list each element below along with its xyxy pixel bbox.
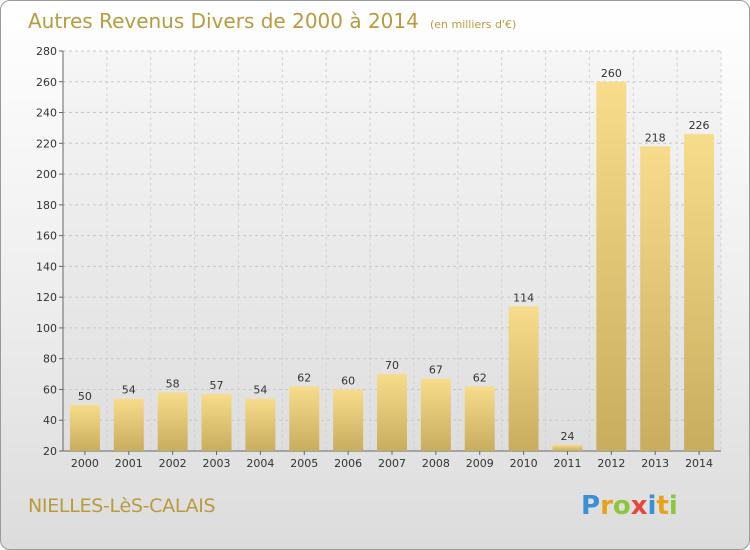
- y-tick-label: 260: [36, 76, 57, 89]
- y-tick-label: 240: [36, 107, 57, 120]
- value-label-2004: 54: [253, 384, 267, 397]
- value-label-2003: 57: [210, 379, 224, 392]
- y-tick-label: 220: [36, 137, 57, 150]
- logo-letter: o: [612, 491, 631, 521]
- bar-2005: [289, 386, 320, 451]
- bar-2003: [201, 394, 232, 451]
- x-tick-label-2005: 2005: [290, 457, 318, 470]
- x-tick-label-2002: 2002: [159, 457, 187, 470]
- x-tick-labels: 2000 2001 2002 2003 2004 2005 2006 2007 2008 2009…: [71, 457, 713, 470]
- y-tick-label: 40: [43, 414, 57, 427]
- value-label-2013: 218: [645, 131, 666, 144]
- x-tick-label-2014: 2014: [685, 457, 713, 470]
- y-tick-label: 60: [43, 383, 57, 396]
- y-tick-label: 140: [36, 260, 57, 273]
- commune-name: NIELLES-LèS-CALAIS: [28, 495, 216, 517]
- bar-2012: [596, 81, 627, 452]
- x-tick-label-2006: 2006: [334, 457, 362, 470]
- x-tick-label-2004: 2004: [246, 457, 274, 470]
- x-tick-label-2003: 2003: [203, 457, 231, 470]
- value-label-2011: 24: [560, 430, 574, 443]
- value-label-2000: 50: [78, 390, 92, 403]
- x-tick-label-2000: 2000: [71, 457, 99, 470]
- bar-2006: [333, 389, 364, 451]
- logo-letter: i: [668, 491, 678, 521]
- x-tick-label-2001: 2001: [115, 457, 143, 470]
- bar-2004: [245, 398, 276, 451]
- x-tick-label-2010: 2010: [510, 457, 538, 470]
- y-tick-labels: 20 40 60 80 100 120 140 160 180 200 220 240 260 280: [36, 45, 57, 458]
- x-tick-label-2009: 2009: [466, 457, 494, 470]
- value-label-2014: 226: [689, 119, 710, 132]
- bar-2010: [508, 306, 539, 451]
- bar-2009: [464, 386, 495, 451]
- value-labels: 50 54 58 57 54 62 60 70 67 62 114 24 260 218 226: [78, 67, 710, 443]
- value-label-2009: 62: [473, 371, 487, 384]
- bar-2007: [377, 374, 407, 451]
- value-label-2012: 260: [601, 67, 622, 80]
- y-tick-label: 180: [36, 199, 57, 212]
- y-tick-label: 200: [36, 168, 57, 181]
- bar-2002: [157, 392, 188, 451]
- value-label-2001: 54: [122, 384, 136, 397]
- chart-title: Autres Revenus Divers de 2000 à 2014 (en…: [28, 9, 516, 33]
- bar-2011: [552, 444, 583, 451]
- y-tick-label: 80: [43, 353, 57, 366]
- logo-letter: r: [600, 491, 613, 521]
- y-tick-label: 120: [36, 291, 57, 304]
- title-main: Autres Revenus Divers de 2000 à 2014: [28, 9, 419, 33]
- logo-letter: i: [647, 491, 657, 521]
- bar-2014: [684, 134, 715, 452]
- value-label-2007: 70: [385, 359, 399, 372]
- value-label-2002: 58: [166, 378, 180, 391]
- bar-2000: [69, 404, 100, 451]
- y-tick-label: 20: [43, 445, 57, 458]
- x-tick-label-2013: 2013: [641, 457, 669, 470]
- logo-letter: x: [630, 491, 648, 521]
- value-label-2006: 60: [341, 374, 355, 387]
- value-label-2005: 62: [297, 371, 311, 384]
- title-unit: (en milliers d'€): [429, 18, 517, 31]
- bar-2001: [113, 398, 144, 451]
- value-label-2010: 114: [513, 291, 534, 304]
- proxiti-logo[interactable]: Proxiti: [581, 491, 678, 521]
- bar-2008: [420, 378, 451, 451]
- y-tick-label: 280: [36, 45, 57, 58]
- value-label-2008: 67: [429, 364, 443, 377]
- x-tick-label-2007: 2007: [378, 457, 406, 470]
- x-tick-label-2008: 2008: [422, 457, 450, 470]
- x-tick-label-2011: 2011: [553, 457, 581, 470]
- logo-letter: t: [656, 491, 669, 521]
- bars: [69, 81, 715, 452]
- y-tick-label: 160: [36, 230, 57, 243]
- y-tick-label: 100: [36, 322, 57, 335]
- logo-letter: P: [581, 491, 601, 521]
- bar-2013: [640, 146, 671, 451]
- x-tick-label-2012: 2012: [597, 457, 625, 470]
